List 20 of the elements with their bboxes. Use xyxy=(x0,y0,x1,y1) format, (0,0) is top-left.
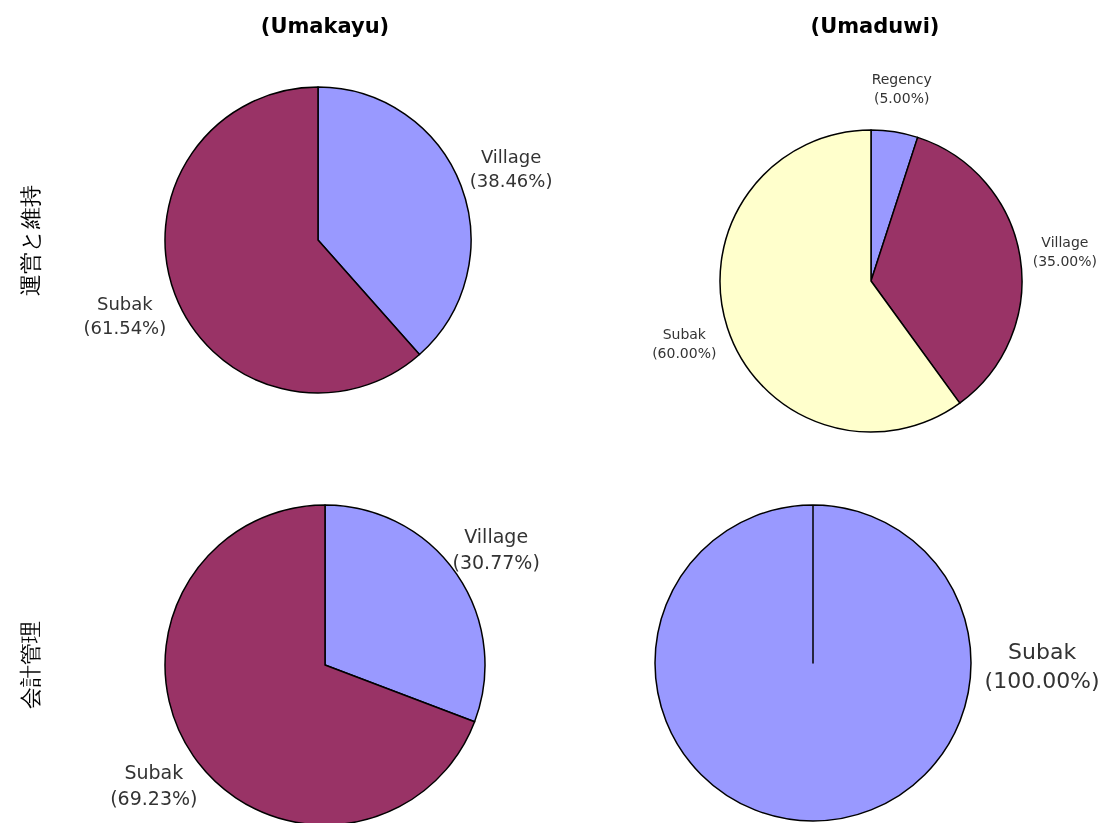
slice-label: Subak xyxy=(124,761,184,784)
data-label: (38.46%) xyxy=(469,170,553,192)
text: 会計管理 xyxy=(18,621,43,709)
chart-title: (Umakayu) xyxy=(260,14,390,38)
data-label: (60.00%) xyxy=(652,344,717,361)
slice-label: Village xyxy=(464,525,529,548)
slice-label: Subak xyxy=(1008,638,1077,664)
slice-label: Village xyxy=(480,146,542,168)
slice-label: Regency xyxy=(871,71,932,88)
slice-label: Subak xyxy=(662,325,707,342)
data-label: (100.00%) xyxy=(984,668,1100,694)
slice-label: Village xyxy=(1041,234,1089,251)
slice-label: Subak xyxy=(97,292,154,314)
chart-title: (Umaduwi) xyxy=(810,14,940,38)
data-label: (30.77%) xyxy=(452,550,540,573)
text: 運営と維持 xyxy=(18,184,43,296)
data-label: (35.00%) xyxy=(1032,253,1098,270)
data-label: (5.00%) xyxy=(874,90,930,107)
data-label: (69.23%) xyxy=(110,787,198,809)
data-label: (61.54%) xyxy=(83,316,167,338)
